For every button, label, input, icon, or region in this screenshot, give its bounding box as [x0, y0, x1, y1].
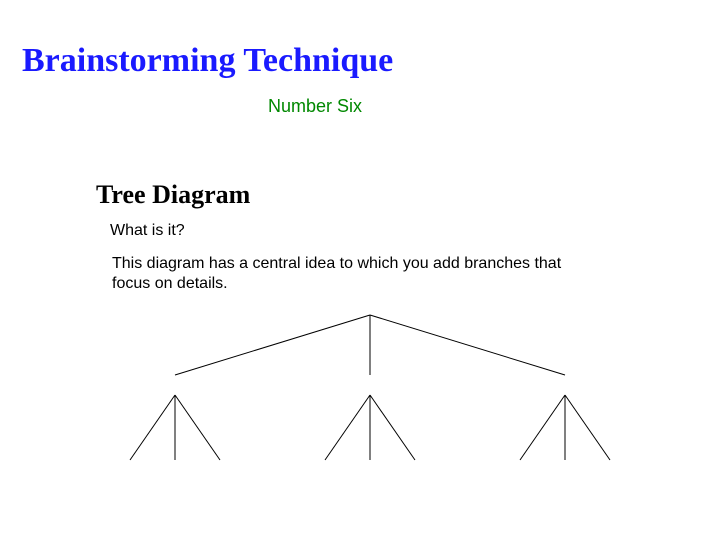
tree-diagram — [90, 310, 650, 480]
description-text: This diagram has a central idea to which… — [112, 254, 602, 294]
question-text: What is it? — [110, 222, 185, 240]
main-title: Brainstorming Technique — [22, 42, 393, 80]
subtitle: Number Six — [268, 96, 362, 117]
section-heading: Tree Diagram — [96, 180, 250, 210]
